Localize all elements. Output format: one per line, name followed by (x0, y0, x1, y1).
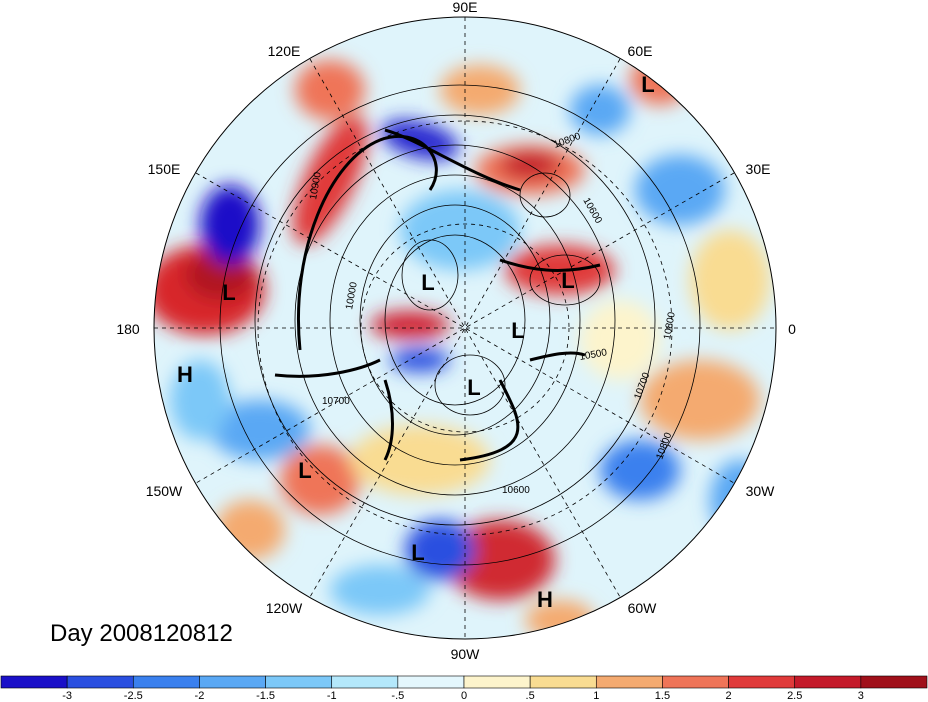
colorbar-tick-label: 1.5 (655, 690, 670, 702)
lon-label-60w: 60W (628, 600, 658, 616)
contour-label: 10500 (579, 347, 609, 363)
colorbar-box (463, 675, 531, 689)
lon-label-180: 180 (116, 321, 140, 337)
contour-label: 10800 (662, 311, 678, 341)
colorbar-box (199, 675, 266, 689)
contour-label: 10900 (308, 171, 324, 201)
lon-label-0: 0 (788, 321, 796, 337)
lon-label-60e: 60E (628, 43, 653, 59)
graticule (154, 17, 776, 639)
jet-contours (274, 128, 601, 462)
colorbar-box (66, 675, 134, 689)
low-marker: L (561, 268, 574, 293)
contour-label: 10600 (502, 485, 530, 496)
colorbar-tick-label: 2.5 (787, 690, 802, 702)
colorbar-box (331, 675, 399, 689)
low-marker: L (641, 72, 654, 97)
colorbar-tick-label: 1 (593, 690, 599, 702)
colorbar-tick-labels: -3 -2.5 -2 -1.5 -1 -.5 0 .5 1 1.5 2 2.5 3 (62, 690, 864, 702)
low-marker: L (511, 318, 524, 343)
colorbar-tick-label: -3 (62, 690, 72, 702)
colorbar-tick-label: -.5 (391, 690, 404, 702)
colorbar-box (265, 675, 333, 689)
lon-label-30w: 30W (746, 483, 776, 499)
colorbar-boxes (0, 675, 928, 689)
lon-label-120w: 120W (266, 600, 303, 616)
date-title: Day 2008120812 (50, 620, 233, 647)
contour-label: 10000 (344, 281, 360, 311)
colorbar-box (860, 675, 928, 689)
colorbar-box (728, 675, 796, 689)
lon-label-150e: 150E (148, 161, 181, 177)
lon-label-120e: 120E (268, 43, 301, 59)
low-marker: L (298, 458, 311, 483)
high-marker: H (177, 362, 193, 387)
colorbar: -3 -2.5 -2 -1.5 -1 -.5 0 .5 1 1.5 2 2.5 3 (0, 675, 928, 702)
low-marker: L (467, 375, 480, 400)
colorbar-box (132, 675, 200, 689)
colorbar-box (529, 675, 597, 689)
colorbar-box (595, 675, 663, 689)
colorbar-tick-label: -2.5 (124, 690, 143, 702)
colorbar-tick-label: 3 (858, 690, 864, 702)
low-marker: L (411, 540, 424, 565)
contour-label: 10700 (322, 396, 350, 407)
lon-label-90e: 90E (453, 0, 478, 15)
colorbar-tick-label: .5 (526, 690, 535, 702)
longitude-labels: 90E 120E 60E 150E 30E 180 0 150W 30W 120… (116, 0, 796, 662)
colorbar-tick-label: 2 (726, 690, 732, 702)
low-marker: L (421, 270, 434, 295)
colorbar-tick-label: 0 (461, 690, 467, 702)
colorbar-box (397, 675, 465, 689)
low-marker: L (222, 280, 235, 305)
high-marker: H (537, 587, 553, 612)
colorbar-tick-label: -2 (195, 690, 205, 702)
colorbar-box (0, 675, 68, 689)
lon-label-90w: 90W (451, 646, 481, 662)
lon-label-30e: 30E (746, 161, 771, 177)
pressure-system-markers: L L L L L L L L H H (177, 72, 655, 612)
colorbar-box (662, 675, 729, 689)
colorbar-box (794, 675, 862, 689)
height-contours (219, 84, 701, 566)
colorbar-tick-label: -1.5 (256, 690, 275, 702)
colorbar-tick-label: -1 (327, 690, 337, 702)
map-boundary (153, 16, 777, 640)
lon-label-150w: 150W (146, 483, 183, 499)
